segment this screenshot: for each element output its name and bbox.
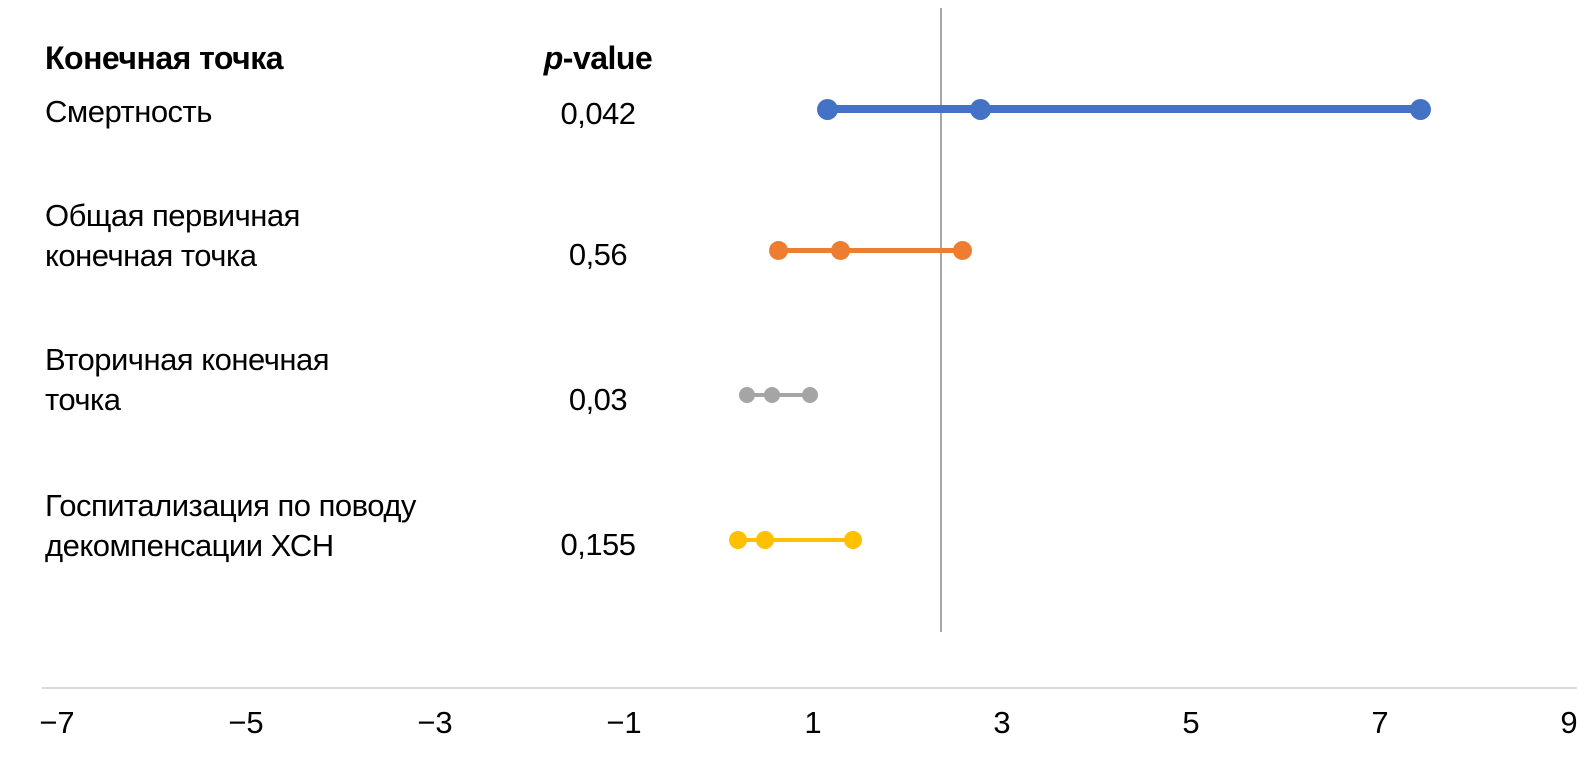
ci-dot-low xyxy=(769,240,789,260)
ci-dot-high xyxy=(802,387,819,403)
ci-dot-estimate xyxy=(764,387,781,403)
x-axis-tick-label: −7 xyxy=(39,705,75,740)
x-axis-line xyxy=(42,687,1577,689)
ci-dot-high xyxy=(1410,98,1432,120)
p-value-header-rest: -value xyxy=(562,40,653,76)
x-axis-tick-label: −1 xyxy=(606,705,642,740)
p-value: 0,155 xyxy=(560,527,636,562)
ci-dot-low xyxy=(816,98,838,120)
ci-line xyxy=(827,105,1421,113)
row-label: Вторичная конечная точка xyxy=(45,342,330,417)
p-value: 0,56 xyxy=(568,237,628,272)
p-value-column-header: p-value xyxy=(544,40,653,77)
ci-dot-low xyxy=(729,531,748,549)
row-label: Смертность xyxy=(45,94,212,129)
x-axis-tick-label: −5 xyxy=(228,705,264,740)
ci-dot-high xyxy=(952,240,972,260)
row-label: Общая первичная конечная точка xyxy=(45,198,300,273)
ci-line xyxy=(778,247,963,253)
p-value: 0,042 xyxy=(560,96,636,131)
endpoint-column-header: Конечная точка xyxy=(45,40,284,76)
vertical-reference-line xyxy=(939,8,942,632)
p-value-header-italic-p: p xyxy=(543,40,564,76)
x-axis-tick-label: 1 xyxy=(804,705,822,740)
ci-dot-low xyxy=(738,387,755,403)
ci-line xyxy=(738,538,853,542)
x-axis-tick-label: −3 xyxy=(417,705,453,740)
x-axis-tick-label: 3 xyxy=(993,705,1011,740)
x-axis-tick-label: 7 xyxy=(1371,705,1389,740)
ci-dot-estimate xyxy=(755,531,774,549)
row-label: Госпитализация по поводу декомпенсации Х… xyxy=(45,488,416,563)
ci-dot-estimate xyxy=(830,240,850,260)
x-axis-tick-label: 5 xyxy=(1182,705,1200,740)
ci-dot-estimate xyxy=(969,98,991,120)
p-value: 0,03 xyxy=(568,382,628,417)
ci-dot-high xyxy=(843,531,862,549)
x-axis-tick-label: 9 xyxy=(1560,705,1578,740)
